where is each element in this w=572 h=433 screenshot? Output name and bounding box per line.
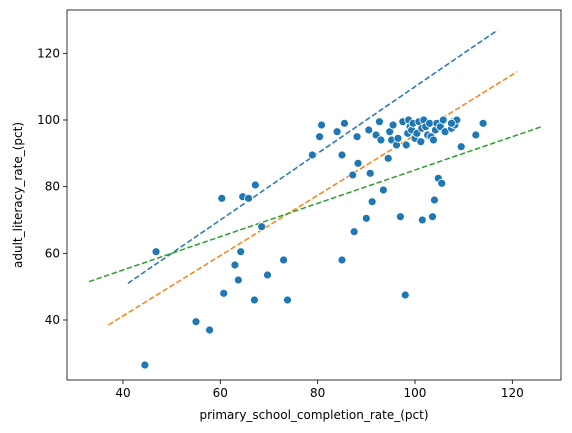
x-axis-ticks: 40 60 80 100 120 xyxy=(115,380,524,400)
x-tick-label: 80 xyxy=(310,386,325,400)
data-point xyxy=(337,255,347,265)
data-point xyxy=(383,153,393,163)
data-point xyxy=(263,270,272,280)
data-point xyxy=(367,197,377,207)
data-point xyxy=(430,195,439,205)
x-axis-label: primary_school_completion_rate_(pct) xyxy=(199,408,428,422)
data-point xyxy=(219,288,229,298)
data-point xyxy=(230,260,240,270)
data-point xyxy=(279,255,288,265)
data-point xyxy=(353,158,363,168)
fit-line-2 xyxy=(107,71,518,326)
y-tick-label: 120 xyxy=(37,46,60,60)
data-point xyxy=(250,180,260,190)
data-point xyxy=(471,130,481,140)
y-axis-label: adult_literacy_rate_(pct) xyxy=(11,122,25,268)
data-point xyxy=(395,212,405,222)
data-point xyxy=(317,120,326,130)
data-point xyxy=(307,150,317,160)
data-point xyxy=(375,117,384,127)
data-point xyxy=(400,290,410,300)
data-point xyxy=(236,247,246,257)
data-point xyxy=(401,140,411,150)
data-point xyxy=(315,132,324,142)
data-point xyxy=(340,118,349,128)
y-tick-label: 40 xyxy=(45,313,60,327)
data-point xyxy=(388,120,398,130)
data-point xyxy=(429,135,438,145)
data-point xyxy=(437,178,447,188)
data-point xyxy=(364,125,374,135)
fit-lines xyxy=(88,29,542,326)
data-point xyxy=(191,317,201,327)
data-point xyxy=(393,133,403,143)
data-point xyxy=(217,193,227,203)
data-point xyxy=(456,142,466,152)
data-point xyxy=(376,135,386,145)
data-point xyxy=(425,118,434,128)
data-point xyxy=(337,150,347,160)
data-point xyxy=(233,275,243,285)
data-point xyxy=(447,118,456,128)
data-point xyxy=(417,215,427,225)
y-tick-label: 80 xyxy=(45,180,60,194)
data-point xyxy=(151,247,161,257)
data-points xyxy=(140,115,488,370)
y-tick-label: 60 xyxy=(45,246,60,260)
fit-line-3 xyxy=(88,125,542,283)
data-point xyxy=(332,127,342,137)
data-point xyxy=(283,295,292,305)
y-tick-label: 100 xyxy=(37,113,60,127)
x-tick-label: 60 xyxy=(213,386,228,400)
data-point xyxy=(478,118,488,128)
data-point xyxy=(378,185,388,195)
y-axis-ticks: 40 60 80 100 120 xyxy=(37,46,67,327)
x-tick-label: 40 xyxy=(115,386,130,400)
x-tick-label: 100 xyxy=(404,386,427,400)
data-point xyxy=(244,193,253,203)
data-point xyxy=(249,295,259,305)
data-point xyxy=(352,132,362,142)
plot-area-frame xyxy=(66,9,562,381)
data-point xyxy=(416,137,426,147)
data-point xyxy=(257,222,267,232)
data-point xyxy=(140,360,150,370)
x-tick-label: 120 xyxy=(501,386,524,400)
data-point xyxy=(361,213,371,223)
data-point xyxy=(428,212,437,222)
data-point xyxy=(438,115,448,125)
data-point xyxy=(348,170,358,180)
data-point xyxy=(349,227,359,237)
data-point xyxy=(205,325,215,335)
data-point xyxy=(365,168,375,178)
